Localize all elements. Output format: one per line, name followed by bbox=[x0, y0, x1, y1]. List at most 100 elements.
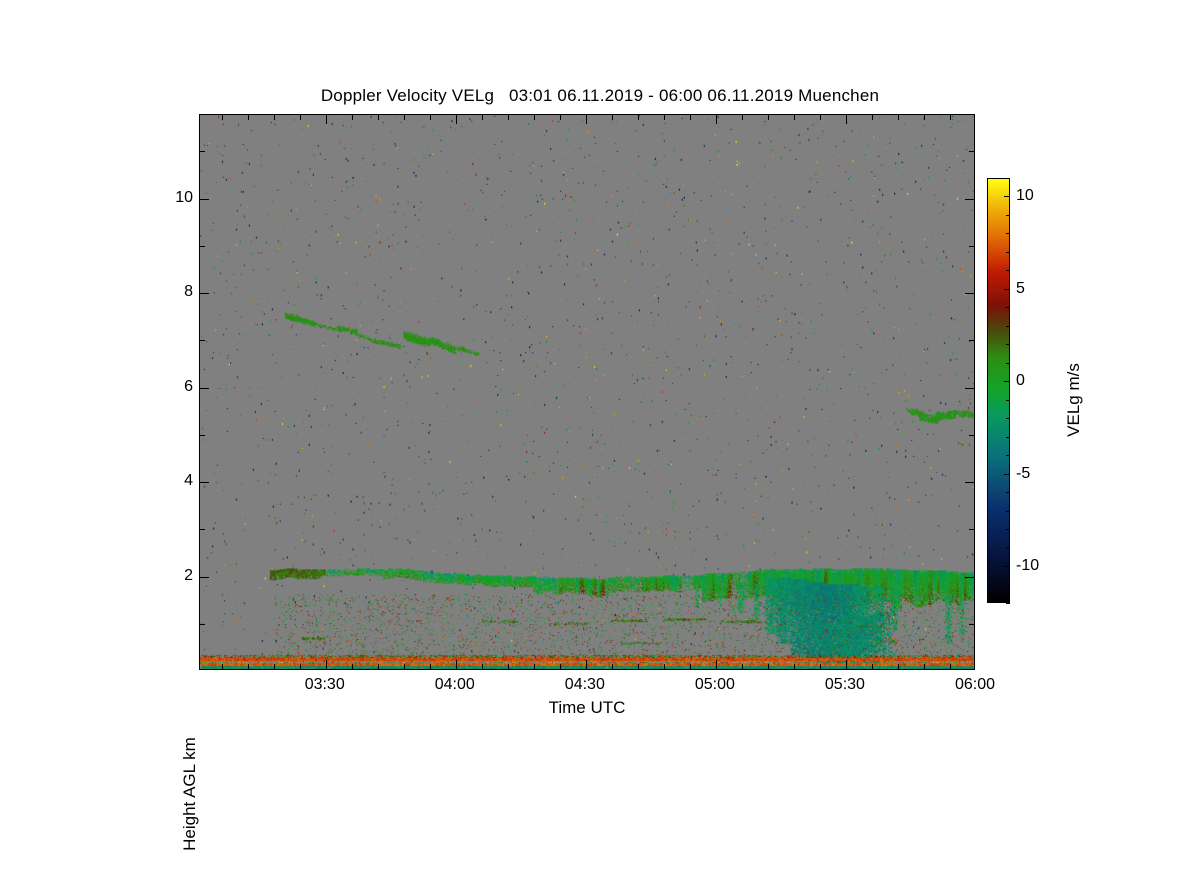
tick-mark bbox=[794, 664, 795, 669]
tick-mark bbox=[872, 115, 873, 120]
tick-mark bbox=[326, 660, 327, 669]
x-axis-ticklabel: 03:30 bbox=[304, 676, 345, 693]
y-axis-ticklabel: 2 bbox=[184, 566, 193, 584]
colorbar-minor-tick bbox=[1006, 270, 1010, 271]
colorbar-minor-tick bbox=[1006, 603, 1010, 604]
tick-mark bbox=[274, 115, 275, 120]
tick-mark bbox=[969, 340, 974, 341]
colorbar-title: VELg m/s bbox=[1064, 363, 1083, 437]
tick-mark bbox=[586, 660, 587, 669]
tick-mark bbox=[200, 435, 205, 436]
tick-mark bbox=[768, 115, 769, 120]
tick-mark bbox=[200, 529, 205, 530]
tick-mark bbox=[794, 115, 795, 120]
colorbar-minor-tick bbox=[1006, 215, 1010, 216]
tick-mark bbox=[768, 664, 769, 669]
colorbar-tick bbox=[1004, 566, 1010, 567]
tick-mark bbox=[965, 388, 974, 389]
tick-mark bbox=[430, 115, 431, 120]
tick-mark bbox=[456, 660, 457, 669]
tick-mark bbox=[404, 664, 405, 669]
tick-mark bbox=[965, 293, 974, 294]
y-axis-ticklabels: 2 4 6 8 10 bbox=[148, 114, 193, 670]
tick-mark bbox=[378, 664, 379, 669]
tick-mark bbox=[300, 664, 301, 669]
colorbar-ticklabel: 5 bbox=[1016, 279, 1025, 297]
tick-mark bbox=[200, 482, 209, 483]
x-axis-ticklabel: 05:00 bbox=[694, 676, 735, 693]
x-axis-ticklabel: 04:30 bbox=[564, 676, 605, 693]
tick-mark bbox=[742, 664, 743, 669]
colorbar-gradient bbox=[988, 179, 1009, 602]
x-axis-ticklabel: 04:00 bbox=[434, 676, 475, 693]
tick-mark bbox=[872, 664, 873, 669]
colorbar-tick bbox=[1004, 381, 1010, 382]
tick-mark bbox=[664, 664, 665, 669]
tick-mark bbox=[200, 340, 205, 341]
tick-mark bbox=[482, 664, 483, 669]
x-axis-ticklabels: 03:30 04:00 04:30 05:00 05:30 06:00 bbox=[199, 676, 995, 702]
colorbar-minor-tick bbox=[1006, 326, 1010, 327]
x-axis-title: Time UTC bbox=[548, 698, 626, 717]
colorbar-minor-tick bbox=[1006, 233, 1010, 234]
y-axis-ticklabel: 6 bbox=[184, 377, 193, 395]
colorbar-minor-tick bbox=[1006, 548, 1010, 549]
tick-mark bbox=[924, 115, 925, 120]
tick-mark bbox=[200, 624, 205, 625]
tick-mark bbox=[690, 115, 691, 120]
tick-mark bbox=[846, 115, 847, 124]
y-axis-ticklabel: 4 bbox=[184, 472, 193, 490]
colorbar-minor-tick bbox=[1006, 529, 1010, 530]
figure-root: Doppler Velocity VELg 03:01 06.11.2019 -… bbox=[148, 86, 1083, 851]
tick-mark bbox=[664, 115, 665, 120]
tick-mark bbox=[482, 115, 483, 120]
tick-mark bbox=[508, 664, 509, 669]
colorbar-ticklabel: -5 bbox=[1016, 464, 1031, 482]
colorbar-minor-tick bbox=[1006, 511, 1010, 512]
tick-mark bbox=[200, 388, 209, 389]
tick-mark bbox=[534, 115, 535, 120]
tick-mark bbox=[969, 435, 974, 436]
tick-mark bbox=[924, 664, 925, 669]
tick-mark bbox=[534, 664, 535, 669]
colorbar-tick bbox=[1004, 474, 1010, 475]
colorbar-tick bbox=[1004, 196, 1010, 197]
tick-mark bbox=[820, 664, 821, 669]
colorbar-minor-tick bbox=[1006, 492, 1010, 493]
colorbar-ticklabel: 10 bbox=[1016, 187, 1034, 205]
tick-mark bbox=[638, 115, 639, 120]
colorbar-minor-tick bbox=[1006, 178, 1010, 179]
tick-mark bbox=[898, 664, 899, 669]
page-title: Doppler Velocity VELg 03:01 06.11.2019 -… bbox=[320, 86, 880, 105]
tick-mark bbox=[352, 115, 353, 120]
tick-mark bbox=[969, 151, 974, 152]
tick-mark bbox=[965, 577, 974, 578]
tick-mark bbox=[456, 115, 457, 124]
tick-mark bbox=[586, 115, 587, 124]
tick-mark bbox=[222, 115, 223, 120]
tick-mark bbox=[690, 664, 691, 669]
colorbar-minor-tick bbox=[1006, 585, 1010, 586]
tick-mark bbox=[560, 115, 561, 120]
tick-mark bbox=[612, 115, 613, 120]
y-axis-ticklabel: 10 bbox=[175, 188, 193, 206]
tick-mark bbox=[950, 664, 951, 669]
colorbar-tick bbox=[1004, 289, 1010, 290]
tick-mark bbox=[820, 115, 821, 120]
tick-mark bbox=[965, 482, 974, 483]
tick-mark bbox=[612, 664, 613, 669]
tick-mark bbox=[969, 529, 974, 530]
tick-mark bbox=[352, 664, 353, 669]
y-axis-title: Height AGL km bbox=[180, 737, 199, 851]
colorbar-minor-tick bbox=[1006, 437, 1010, 438]
colorbar-minor-tick bbox=[1006, 363, 1010, 364]
tick-mark bbox=[638, 664, 639, 669]
tick-mark bbox=[200, 246, 205, 247]
tick-mark bbox=[200, 577, 209, 578]
tick-mark bbox=[200, 151, 205, 152]
tick-mark bbox=[508, 115, 509, 120]
colorbar-ticklabel: -10 bbox=[1016, 557, 1040, 575]
tick-mark bbox=[898, 115, 899, 120]
x-axis-ticklabel: 06:00 bbox=[954, 676, 996, 693]
tick-mark bbox=[846, 660, 847, 669]
